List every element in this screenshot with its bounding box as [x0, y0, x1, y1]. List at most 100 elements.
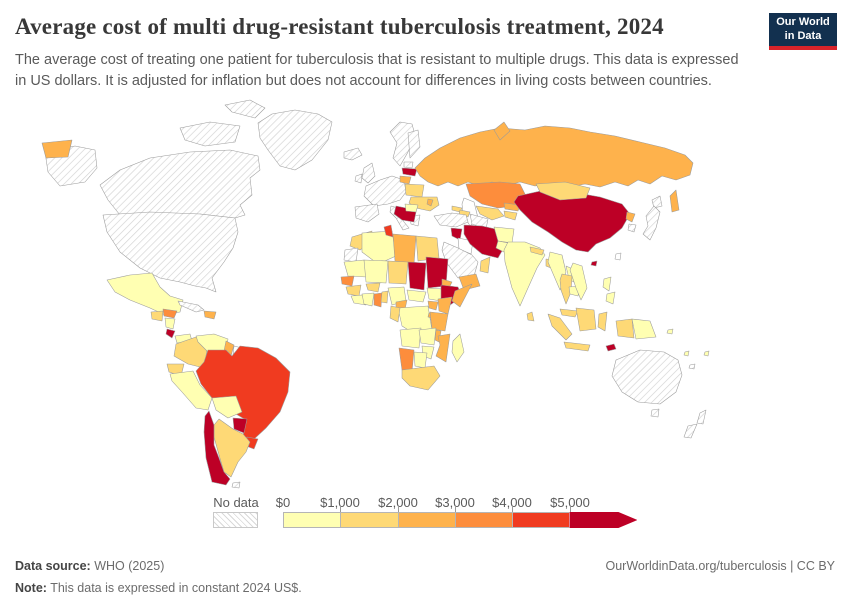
- country-china[interactable]: [513, 189, 631, 253]
- country-bolivia[interactable]: [211, 395, 243, 419]
- country-peru[interactable]: [169, 370, 213, 411]
- country-russia-chukotka[interactable]: [41, 139, 73, 159]
- country-japan[interactable]: [642, 205, 661, 241]
- country-sri-lanka[interactable]: [526, 311, 535, 322]
- country-canada-arctic-islands[interactable]: [179, 121, 241, 147]
- legend-bucket-1000-2000[interactable]: [340, 512, 398, 528]
- country-mexico[interactable]: [106, 272, 184, 316]
- country-japan-hokkaido[interactable]: [651, 195, 663, 209]
- country-finland[interactable]: [407, 129, 421, 159]
- country-mozambique[interactable]: [435, 333, 451, 363]
- country-new-zealand-north[interactable]: [696, 409, 707, 425]
- country-belarus[interactable]: [404, 183, 425, 198]
- legend-bucket-2000-3000[interactable]: [397, 512, 455, 528]
- country-estonia[interactable]: [403, 161, 414, 169]
- country-russia-novaya-zemlya[interactable]: [493, 121, 511, 141]
- country-moldova[interactable]: [426, 198, 434, 207]
- country-canada-arctic-islands[interactable]: [224, 99, 266, 119]
- country-congo-gabon[interactable]: [389, 305, 401, 323]
- country-tanzania[interactable]: [429, 311, 449, 332]
- country-tajikistan[interactable]: [503, 210, 518, 221]
- country-south-korea[interactable]: [627, 223, 637, 233]
- country-taiwan[interactable]: [614, 252, 622, 261]
- country-russia[interactable]: [414, 125, 694, 188]
- legend-bucket-5000-plus[interactable]: [569, 512, 638, 528]
- country-haiti-dominican-republic[interactable]: [203, 310, 217, 320]
- country-falkland-islands[interactable]: [231, 481, 241, 489]
- country-ireland[interactable]: [354, 173, 363, 184]
- country-western-sahara[interactable]: [343, 247, 359, 263]
- country-senegal[interactable]: [340, 275, 355, 287]
- country-mali[interactable]: [363, 259, 389, 284]
- owid-logo[interactable]: Our World in Data: [769, 13, 837, 50]
- country-brazil[interactable]: [195, 345, 291, 442]
- country-philippines-mindanao[interactable]: [605, 291, 616, 305]
- country-togo-benin[interactable]: [380, 290, 389, 304]
- country-indonesia-papua[interactable]: [615, 318, 635, 339]
- country-azerbaijan[interactable]: [458, 209, 471, 218]
- country-china-hainan[interactable]: [590, 260, 598, 267]
- country-vanuatu[interactable]: [683, 350, 690, 357]
- country-fiji[interactable]: [703, 350, 710, 357]
- country-spain-portugal[interactable]: [354, 203, 380, 223]
- country-nepal[interactable]: [529, 246, 545, 256]
- country-new-zealand-south[interactable]: [683, 423, 698, 439]
- country-russia-sakhalin[interactable]: [669, 189, 680, 213]
- region-western-central-europe[interactable]: [363, 175, 407, 207]
- legend-bucket-3000-4000[interactable]: [454, 512, 513, 528]
- country-usa[interactable]: [102, 211, 239, 293]
- country-yemen[interactable]: [458, 273, 481, 291]
- country-ivory-coast[interactable]: [361, 292, 375, 307]
- country-honduras[interactable]: [162, 308, 178, 319]
- legend-bucket-0-1000[interactable]: [283, 512, 341, 528]
- country-south-africa[interactable]: [401, 365, 441, 391]
- country-greenland[interactable]: [257, 109, 333, 171]
- country-libya[interactable]: [392, 233, 417, 265]
- country-ghana[interactable]: [373, 292, 383, 308]
- country-uganda[interactable]: [427, 300, 439, 311]
- country-guinea[interactable]: [345, 284, 362, 297]
- country-romania[interactable]: [404, 203, 419, 213]
- country-sierra-leone-liberia[interactable]: [350, 294, 367, 306]
- country-central-african-republic[interactable]: [406, 289, 427, 303]
- country-latvia[interactable]: [401, 167, 418, 177]
- country-cuba[interactable]: [177, 300, 205, 313]
- country-australia-tasmania[interactable]: [650, 408, 660, 418]
- country-mauritania[interactable]: [343, 259, 368, 278]
- country-indonesia-borneo[interactable]: [575, 307, 597, 332]
- country-angola[interactable]: [399, 327, 422, 349]
- country-iceland[interactable]: [343, 147, 363, 161]
- country-north-korea[interactable]: [625, 211, 636, 223]
- country-vietnam[interactable]: [569, 262, 588, 301]
- country-new-caledonia[interactable]: [688, 363, 696, 370]
- country-chile[interactable]: [203, 410, 231, 486]
- country-chad[interactable]: [407, 261, 427, 291]
- legend-bucket-4000-5000[interactable]: [512, 512, 570, 528]
- country-indonesia-java[interactable]: [563, 341, 591, 352]
- country-zambia[interactable]: [418, 327, 437, 346]
- country-mongolia[interactable]: [535, 181, 591, 201]
- country-namibia[interactable]: [398, 347, 415, 373]
- country-costa-rica[interactable]: [165, 328, 176, 339]
- country-somalia[interactable]: [451, 283, 473, 308]
- country-oman[interactable]: [479, 256, 491, 274]
- country-uzbekistan[interactable]: [475, 205, 505, 221]
- footer-citation[interactable]: OurWorldinData.org/tuberculosis | CC BY: [605, 558, 836, 573]
- country-guatemala[interactable]: [150, 310, 164, 322]
- country-solomon-islands[interactable]: [666, 328, 674, 335]
- country-turkey[interactable]: [433, 212, 469, 228]
- country-indonesia-sumatra[interactable]: [547, 313, 573, 341]
- country-australia[interactable]: [611, 349, 683, 405]
- country-niger[interactable]: [387, 260, 409, 285]
- country-timor-leste[interactable]: [605, 343, 617, 352]
- country-kenya[interactable]: [437, 296, 453, 315]
- country-paraguay[interactable]: [232, 417, 248, 434]
- country-botswana[interactable]: [413, 351, 428, 369]
- country-malaysia[interactable]: [559, 308, 579, 318]
- no-data-swatch[interactable]: [213, 512, 258, 528]
- country-madagascar[interactable]: [451, 333, 465, 363]
- country-burkina-faso[interactable]: [365, 282, 381, 293]
- country-united-kingdom[interactable]: [361, 162, 376, 184]
- country-india[interactable]: [503, 241, 546, 307]
- country-nicaragua[interactable]: [164, 317, 176, 330]
